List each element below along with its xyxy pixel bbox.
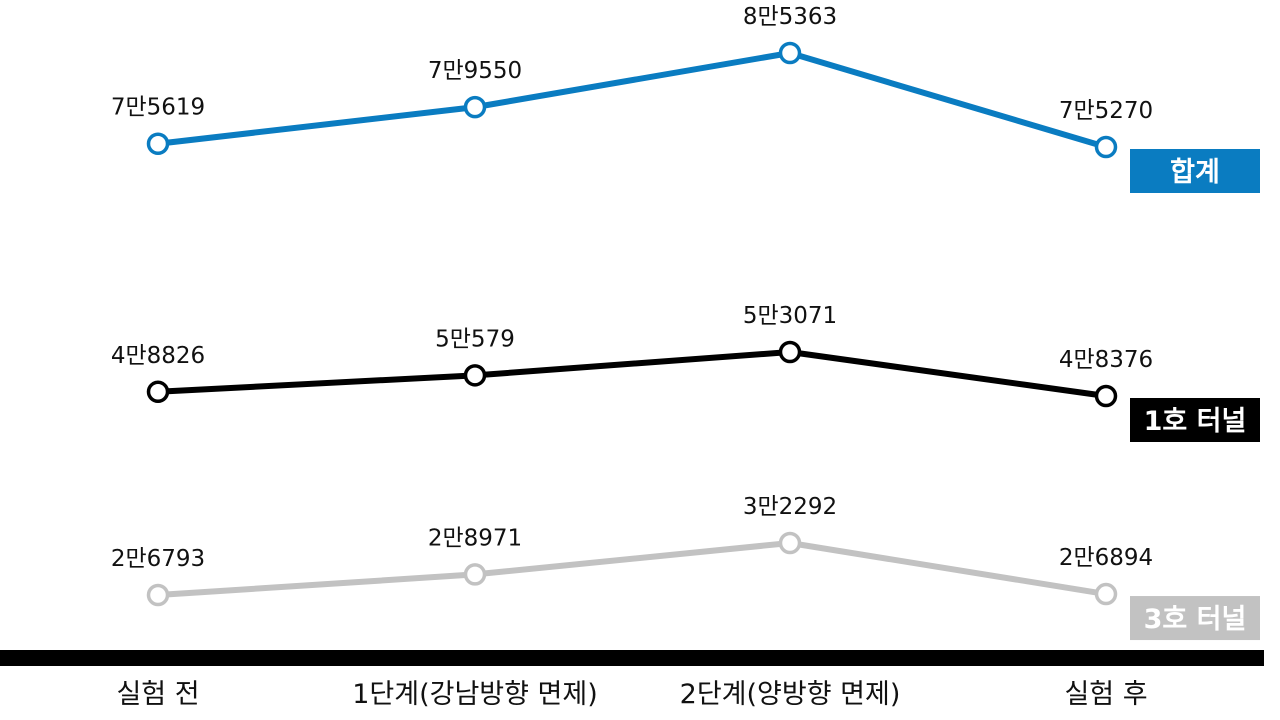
- data-point: [1094, 135, 1118, 159]
- data-point: [1094, 582, 1118, 606]
- data-label: 2만6894: [1059, 545, 1153, 571]
- data-point: [146, 132, 170, 155]
- x-tick-label: 1단계(강남방향 면제): [352, 679, 598, 710]
- legend-label: 1호 터널: [1144, 406, 1247, 437]
- data-label: 3만2292: [743, 494, 837, 520]
- x-tick-label: 실험 후: [1064, 679, 1147, 710]
- data-label: 4만8826: [111, 343, 205, 369]
- data-point: [463, 364, 487, 387]
- data-point: [778, 340, 802, 364]
- legend-swatch: [1130, 149, 1260, 193]
- data-label: 7만9550: [428, 58, 522, 84]
- data-point: [463, 563, 487, 586]
- data-point: [778, 531, 802, 555]
- data-label: 8만5363: [743, 4, 837, 30]
- data-point: [146, 380, 170, 404]
- series-2: 4만8826 5만579 5만3071 4만8376 1호 터널: [111, 303, 1260, 442]
- x-axis-line: [0, 650, 1264, 666]
- data-point: [778, 41, 802, 65]
- data-label: 7만5270: [1059, 98, 1153, 124]
- data-point: [463, 95, 487, 119]
- data-label: 7만5619: [111, 95, 205, 121]
- series-layer: 7만5619 7만9550 8만5363 7만5270 합계 4만8826 5만579 5만3…: [111, 4, 1260, 641]
- legend-label: 3호 터널: [1144, 604, 1247, 635]
- series-1: 7만5619 7만9550 8만5363 7만5270 합계: [111, 4, 1260, 193]
- data-label: 4만8376: [1059, 347, 1153, 373]
- legend-swatch: [1130, 596, 1260, 641]
- data-label: 5만579: [435, 326, 515, 352]
- x-tick-label: 실험 전: [116, 679, 199, 710]
- series-line: [157, 349, 1107, 399]
- data-label: 2만8971: [428, 525, 522, 551]
- series-line: [157, 50, 1107, 150]
- category-labels: 실험 전 1단계(강남방향 면제) 2단계(양방향 면제) 실험 후: [116, 679, 1147, 710]
- data-label: 5만3071: [743, 303, 837, 329]
- series-3: 2만6793 2만8971 3만2292 2만6894 3호 터널: [111, 494, 1260, 641]
- x-tick-label: 2단계(양방향 면제): [680, 679, 901, 710]
- legend-swatch: [1130, 398, 1260, 442]
- data-point: [1094, 384, 1118, 408]
- legend-label: 합계: [1170, 157, 1220, 188]
- data-label: 2만6793: [111, 546, 205, 572]
- data-point: [146, 583, 170, 607]
- series-line: [157, 540, 1107, 598]
